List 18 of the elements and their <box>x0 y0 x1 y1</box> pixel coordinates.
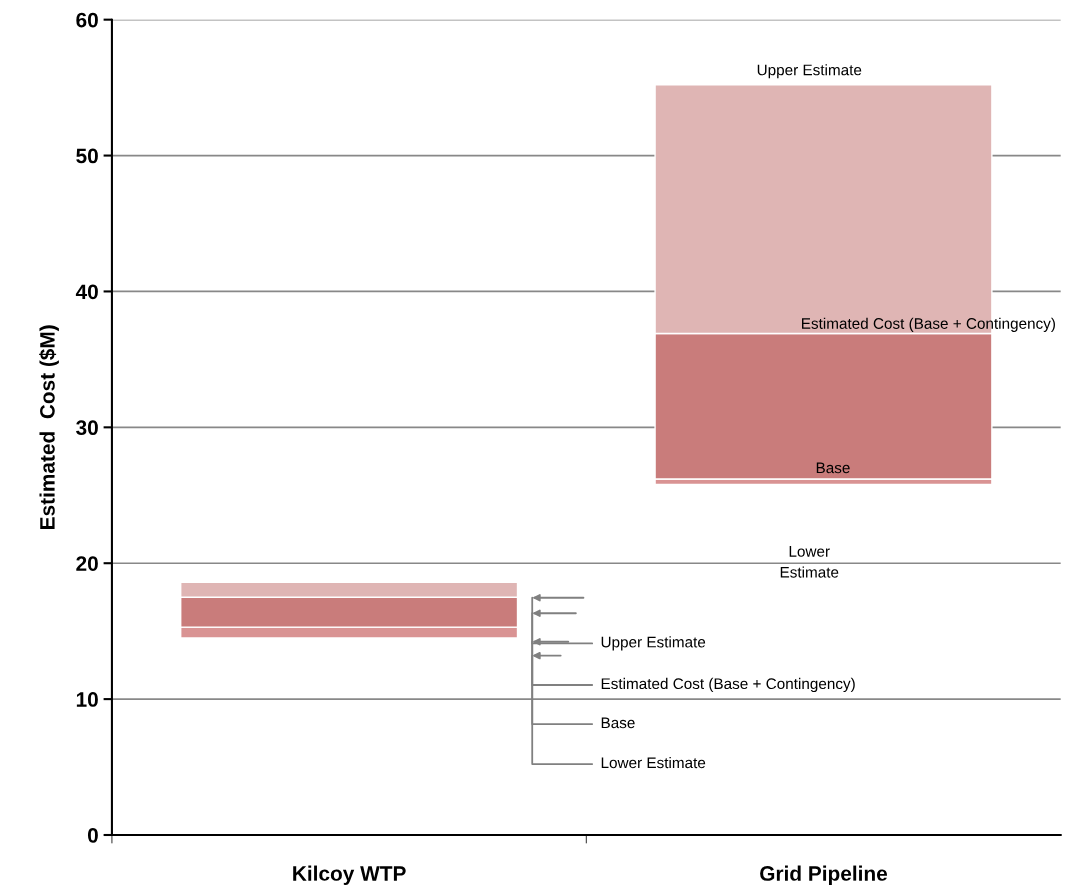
y-tick-label: 40 <box>75 284 98 300</box>
y-tick-label: 10 <box>76 692 98 707</box>
y-axis-title: Estimated Cost ($M) <box>39 325 59 529</box>
y-tick-label: 0 <box>87 828 98 843</box>
annotation: Lower Estimate <box>780 546 839 578</box>
y-tick-label: 60 <box>76 12 98 28</box>
annotation: Estimated Cost (Base + Contingency) <box>601 677 855 693</box>
x-tick-label: Kilcoy WTP <box>293 865 406 885</box>
y-tick-label: 30 <box>76 420 98 436</box>
annotation: Estimated Cost (Base + Contingency) <box>802 317 1055 332</box>
annotation: Upper Estimate <box>601 636 706 651</box>
annotation: Lower Estimate <box>601 756 706 769</box>
annotation: Base <box>816 462 850 474</box>
y-tick-label: 50 <box>76 148 98 164</box>
annotation: Upper Estimate <box>757 64 862 79</box>
x-tick-label: Grid Pipeline <box>760 865 888 885</box>
y-tick-label: 20 <box>76 556 98 571</box>
annotation: Base <box>601 717 635 729</box>
